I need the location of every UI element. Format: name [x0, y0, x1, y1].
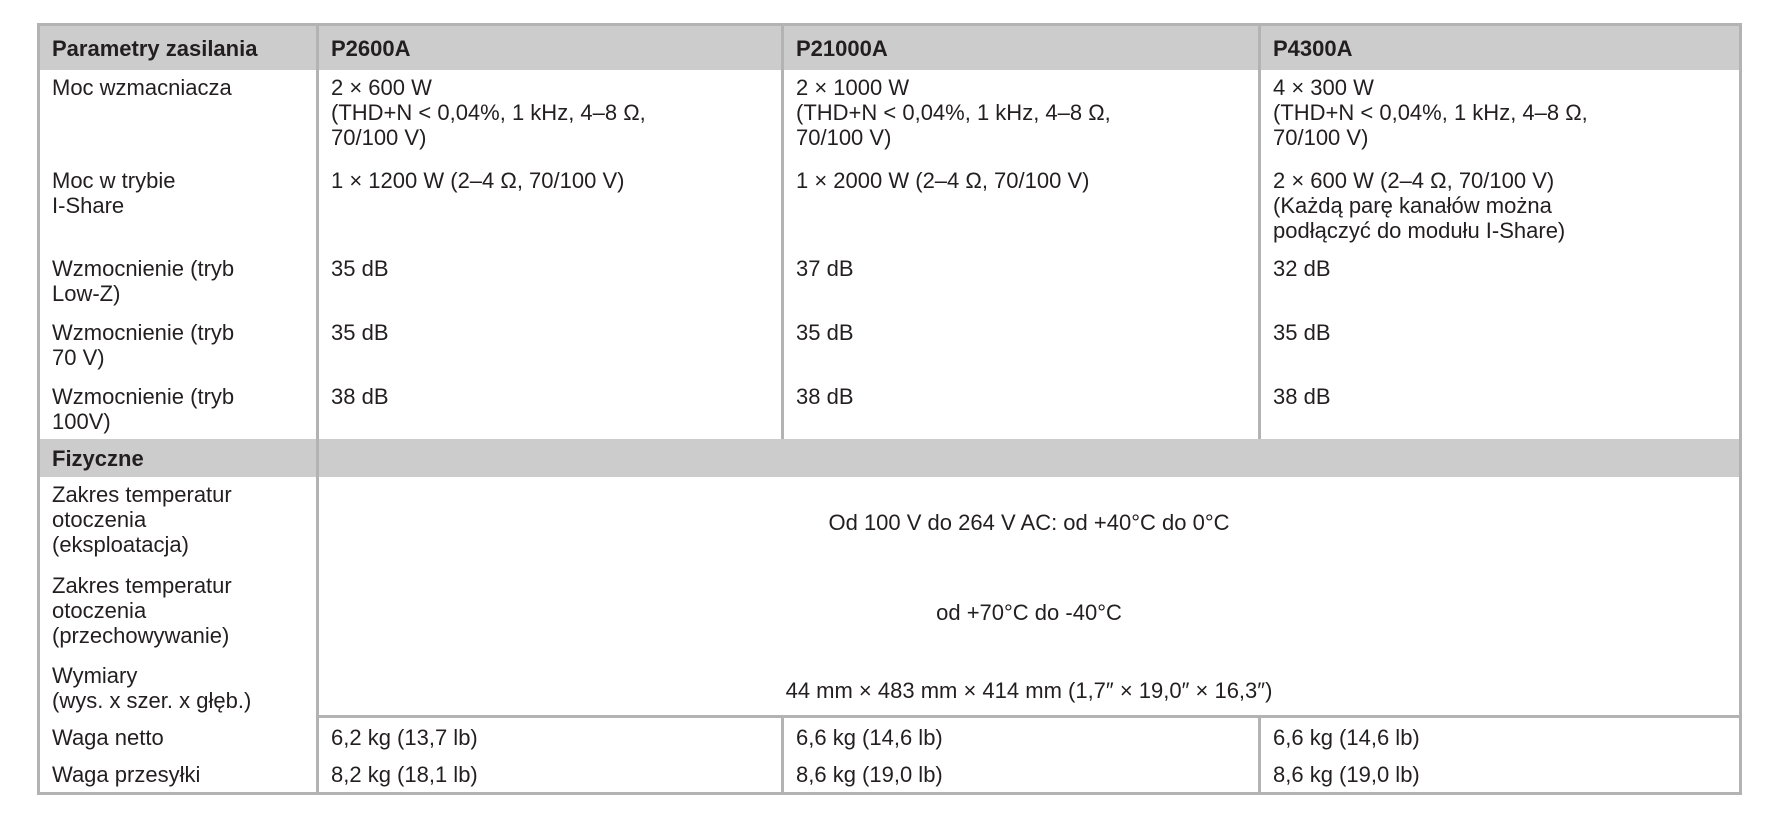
table-row: Wzmocnienie (tryb Low-Z) 35 dB 37 dB 32 dB: [37, 250, 1742, 315]
table-cell: Waga netto: [37, 716, 319, 756]
table-cell: 37 dB: [781, 250, 1261, 315]
table-cell: 35 dB: [1258, 314, 1742, 379]
table-cell: Wzmocnienie (tryb 70 V): [37, 314, 319, 379]
table-cell: Zakres temperatur otoczenia (przechowywa…: [37, 567, 319, 658]
table-row: Wzmocnienie (tryb 70 V) 35 dB 35 dB 35 dB: [37, 314, 1742, 379]
table-cell: Wymiary (wys. x szer. x głęb.): [37, 657, 319, 717]
table-cell: 1 × 2000 W (2–4 Ω, 70/100 V): [781, 162, 1261, 251]
table-row: Waga netto 6,2 kg (13,7 lb) 6,6 kg (14,6 l…: [37, 716, 1742, 756]
section-fill: [316, 438, 1742, 477]
table-cell: Od 100 V do 264 V AC: od +40°C do 0°C: [316, 476, 1742, 568]
table-row: Wzmocnienie (tryb 100V) 38 dB 38 dB 38 dB: [37, 378, 1742, 439]
table-row: Wymiary (wys. x szer. x głęb.) 44 mm × 48…: [37, 657, 1742, 718]
table-cell: Moc w trybie I-Share: [37, 162, 319, 251]
table-cell: 8,6 kg (19,0 lb): [781, 755, 1261, 794]
table-cell: Zakres temperatur otoczenia (eksploatacj…: [37, 476, 319, 568]
table-row: Zakres temperatur otoczenia (eksploatacj…: [37, 476, 1742, 568]
table-cell: 35 dB: [781, 314, 1261, 379]
table-row: Moc w trybie I-Share 1 × 1200 W (2–4 Ω, 7…: [37, 162, 1742, 251]
table-cell: Waga przesyłki: [37, 755, 319, 794]
table-cell: 35 dB: [316, 314, 784, 379]
table-cell: 8,2 kg (18,1 lb): [316, 755, 784, 794]
section-title: Fizyczne: [37, 438, 319, 477]
table-cell: 38 dB: [316, 378, 784, 439]
table-row: Waga przesyłki 8,2 kg (18,1 lb) 8,6 kg (19…: [37, 755, 1742, 794]
table-cell: 2 × 600 W (THD+N < 0,04%, 1 kHz, 4–8 Ω, …: [316, 69, 784, 163]
table-cell: 8,6 kg (19,0 lb): [1258, 755, 1742, 794]
table-cell: Wzmocnienie (tryb Low-Z): [37, 250, 319, 315]
table-cell: Wzmocnienie (tryb 100V): [37, 378, 319, 439]
table-cell: 4 × 300 W (THD+N < 0,04%, 1 kHz, 4–8 Ω, …: [1258, 69, 1742, 163]
table-row: Moc wzmacniacza 2 × 600 W (THD+N < 0,04%,…: [37, 69, 1742, 163]
header-cell: P21000A: [781, 24, 1261, 70]
table-cell: 38 dB: [781, 378, 1261, 439]
table-cell: 2 × 600 W (2–4 Ω, 70/100 V) (Każdą parę …: [1258, 162, 1742, 251]
table-cell: 32 dB: [1258, 250, 1742, 315]
table-cell: 6,6 kg (14,6 lb): [781, 716, 1261, 756]
table-cell: 35 dB: [316, 250, 784, 315]
table-cell: 38 dB: [1258, 378, 1742, 439]
section-row: Fizyczne: [37, 438, 1742, 477]
table-cell: 44 mm × 483 mm × 414 mm (1,7″ × 19,0″ × …: [316, 657, 1742, 718]
table-cell: 6,6 kg (14,6 lb): [1258, 716, 1742, 756]
table-cell: 6,2 kg (13,7 lb): [316, 716, 784, 756]
header-cell: P4300A: [1258, 24, 1742, 70]
table-row: Zakres temperatur otoczenia (przechowywa…: [37, 567, 1742, 658]
table-cell: Moc wzmacniacza: [37, 69, 319, 163]
table-cell: od +70°C do -40°C: [316, 567, 1742, 658]
header-cell: Parametry zasilania: [37, 24, 319, 70]
specs-table: Parametry zasilania P2600A P21000A P4300…: [37, 23, 1742, 795]
table-cell: 1 × 1200 W (2–4 Ω, 70/100 V): [316, 162, 784, 251]
header-cell: P2600A: [316, 24, 784, 70]
header-row: Parametry zasilania P2600A P21000A P4300…: [37, 24, 1742, 70]
table-cell: 2 × 1000 W (THD+N < 0,04%, 1 kHz, 4–8 Ω,…: [781, 69, 1261, 163]
